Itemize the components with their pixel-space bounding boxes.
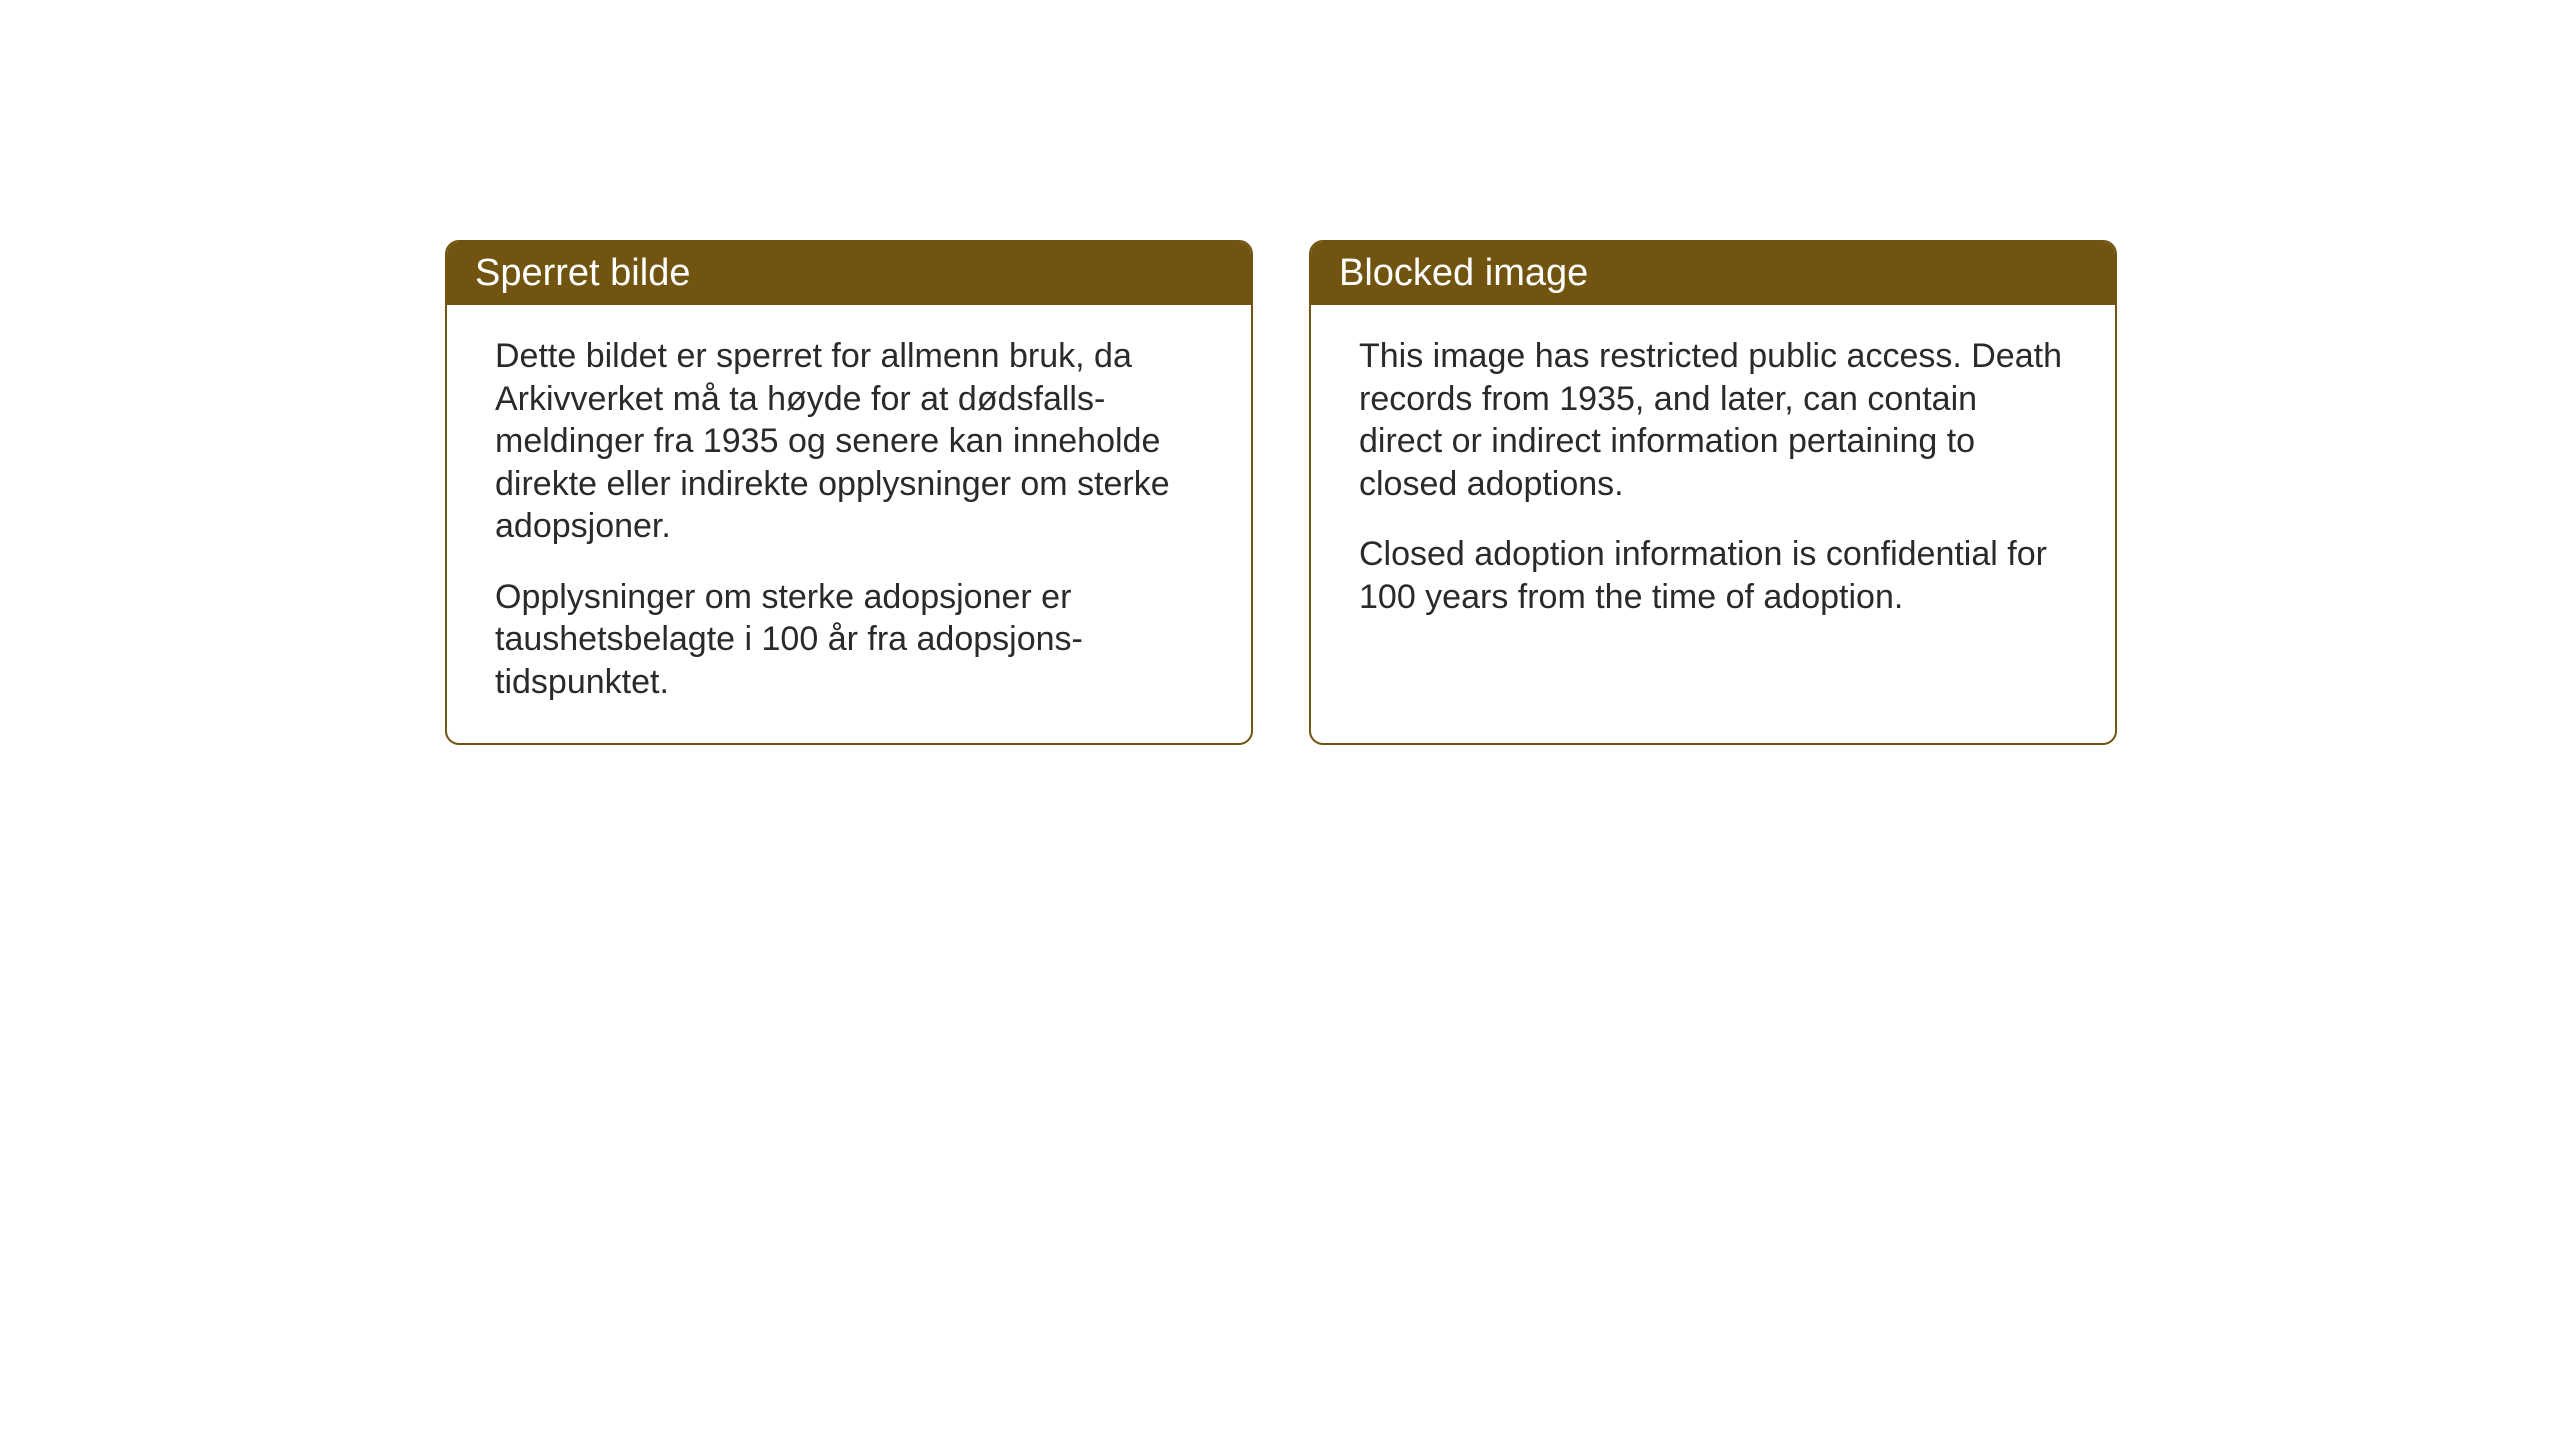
- english-paragraph-1: This image has restricted public access.…: [1359, 335, 2067, 505]
- english-card-body: This image has restricted public access.…: [1311, 305, 2115, 658]
- english-paragraph-2: Closed adoption information is confident…: [1359, 533, 2067, 618]
- info-cards-container: Sperret bilde Dette bildet er sperret fo…: [445, 240, 2117, 745]
- norwegian-paragraph-2: Opplysninger om sterke adopsjoner er tau…: [495, 576, 1203, 704]
- english-info-card: Blocked image This image has restricted …: [1309, 240, 2117, 745]
- english-card-title: Blocked image: [1311, 242, 2115, 305]
- norwegian-card-title: Sperret bilde: [447, 242, 1251, 305]
- norwegian-card-body: Dette bildet er sperret for allmenn bruk…: [447, 305, 1251, 743]
- norwegian-paragraph-1: Dette bildet er sperret for allmenn bruk…: [495, 335, 1203, 548]
- norwegian-info-card: Sperret bilde Dette bildet er sperret fo…: [445, 240, 1253, 745]
